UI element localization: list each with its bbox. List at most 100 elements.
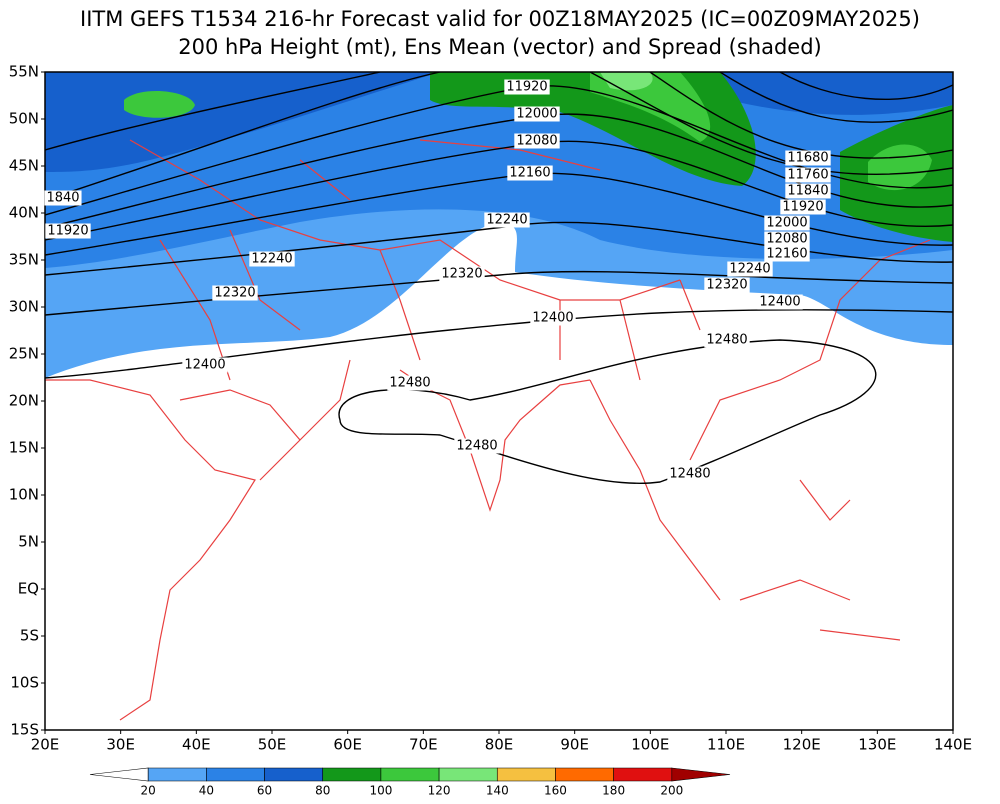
lat-label: 15S: [10, 721, 39, 739]
lat-label: 50N: [9, 110, 39, 128]
contour-label: 12000: [766, 216, 807, 231]
contour-label: 11840: [787, 184, 828, 199]
label-background: [764, 215, 810, 231]
label-background: [514, 106, 560, 122]
lat-label: 5S: [20, 627, 39, 645]
label-background: [704, 332, 750, 348]
lon-label: 80E: [485, 736, 514, 754]
label-background: [667, 466, 713, 482]
lon-label: 30E: [106, 736, 135, 754]
colorbar-label: 60: [257, 784, 272, 798]
contour: [45, 72, 953, 201]
contour-label: 11760: [787, 168, 828, 183]
contour-label: 12320: [706, 278, 747, 293]
contour-label: 12480: [669, 467, 710, 482]
colorbar-swatch: [671, 767, 731, 782]
colorbar-swatch: [147, 767, 207, 782]
contour-label: 11920: [47, 224, 88, 239]
label-background: [454, 438, 500, 454]
lat-label: 25N: [9, 345, 39, 363]
colorbar-label: 40: [199, 784, 214, 798]
label-background: [785, 167, 831, 183]
contour-label: 1840: [46, 191, 79, 206]
contour-label: 12160: [509, 166, 550, 181]
contour-label: 12400: [759, 295, 800, 310]
label-background: [182, 357, 228, 373]
contour-label: 12080: [766, 232, 807, 247]
label-background: [757, 294, 803, 310]
colorbar-label: 120: [428, 784, 451, 798]
lat-label: 35N: [9, 251, 39, 269]
label-background: [387, 375, 433, 391]
contour-label: 11920: [782, 200, 823, 215]
colorbar-label: 160: [544, 784, 567, 798]
colorbar-label: 100: [369, 784, 392, 798]
shade: [600, 72, 653, 91]
lon-label: 20E: [31, 736, 60, 754]
lon-label: 70E: [409, 736, 438, 754]
colorbar-label: 200: [660, 784, 683, 798]
contour-label: 12320: [214, 286, 255, 301]
lat-label: 10S: [10, 674, 39, 692]
annotations: 55N 50N 45N 40N 35N 30N 25N 20N 15N 10N 5N EQ 5S 10S 1…: [9, 63, 972, 798]
label-background: [785, 183, 831, 199]
shade: [430, 72, 953, 242]
lon-label: 110E: [707, 736, 745, 754]
title-line: IITM GEFS T1534 216-hr Forecast valid fo…: [80, 7, 920, 31]
label-background: [727, 261, 773, 277]
colorbar-swatch: [555, 767, 614, 782]
label-background: [764, 231, 810, 247]
lat-label: 45N: [9, 157, 39, 175]
colorbar-swatch: [206, 767, 265, 782]
coastline: [45, 239, 931, 721]
contour-label: 12400: [532, 311, 573, 326]
label-background: [504, 79, 550, 95]
contour-label: 12400: [184, 358, 225, 373]
contour: [45, 309, 953, 379]
colorbar-swatch: [89, 767, 149, 782]
colorbar-label: 180: [602, 784, 625, 798]
lat-label: 55N: [9, 63, 39, 81]
colorbar-label: 140: [486, 784, 509, 798]
contour-label: 12080: [516, 134, 557, 149]
label-background: [514, 133, 560, 149]
lon-label: 120E: [783, 736, 821, 754]
colorbar-label: 80: [315, 784, 330, 798]
contour-label: 12240: [251, 252, 292, 267]
label-background: [530, 310, 576, 326]
lon-label: 130E: [858, 736, 896, 754]
lat-label: 5N: [18, 533, 39, 551]
lat-label: EQ: [18, 580, 39, 598]
label-background: [212, 285, 258, 301]
contour-label: 11920: [506, 80, 547, 95]
lon-label: 90E: [560, 736, 589, 754]
label-background: [785, 150, 831, 166]
lon-label: 60E: [333, 736, 362, 754]
subtitle-line: 200 hPa Height (mt), Ens Mean (vector) a…: [178, 35, 822, 59]
label-background: [704, 277, 750, 293]
contour-label: 12240: [729, 262, 770, 277]
border: [129, 139, 701, 381]
label-background: [780, 199, 826, 215]
lat-label: 40N: [9, 204, 39, 222]
contour-label: 12480: [389, 376, 430, 391]
contour: [45, 270, 953, 316]
lat-label: 20N: [9, 392, 39, 410]
contour-label: 12480: [456, 439, 497, 454]
lat-label: 10N: [9, 486, 39, 504]
label-background: [439, 266, 485, 282]
label-background: [484, 212, 530, 228]
lon-label: 50E: [258, 736, 287, 754]
contour-label: 12480: [706, 333, 747, 348]
label-background: [45, 223, 91, 239]
lon-label: 40E: [182, 736, 211, 754]
contour-label: 12160: [766, 247, 807, 262]
lat-label: 30N: [9, 298, 39, 316]
colorbar-swatch: [496, 767, 556, 782]
contour-label: 12320: [441, 267, 482, 282]
lon-label: 100E: [631, 736, 669, 754]
label-background: [44, 190, 82, 206]
label-background: [764, 246, 810, 262]
colorbar-swatch: [380, 767, 440, 782]
